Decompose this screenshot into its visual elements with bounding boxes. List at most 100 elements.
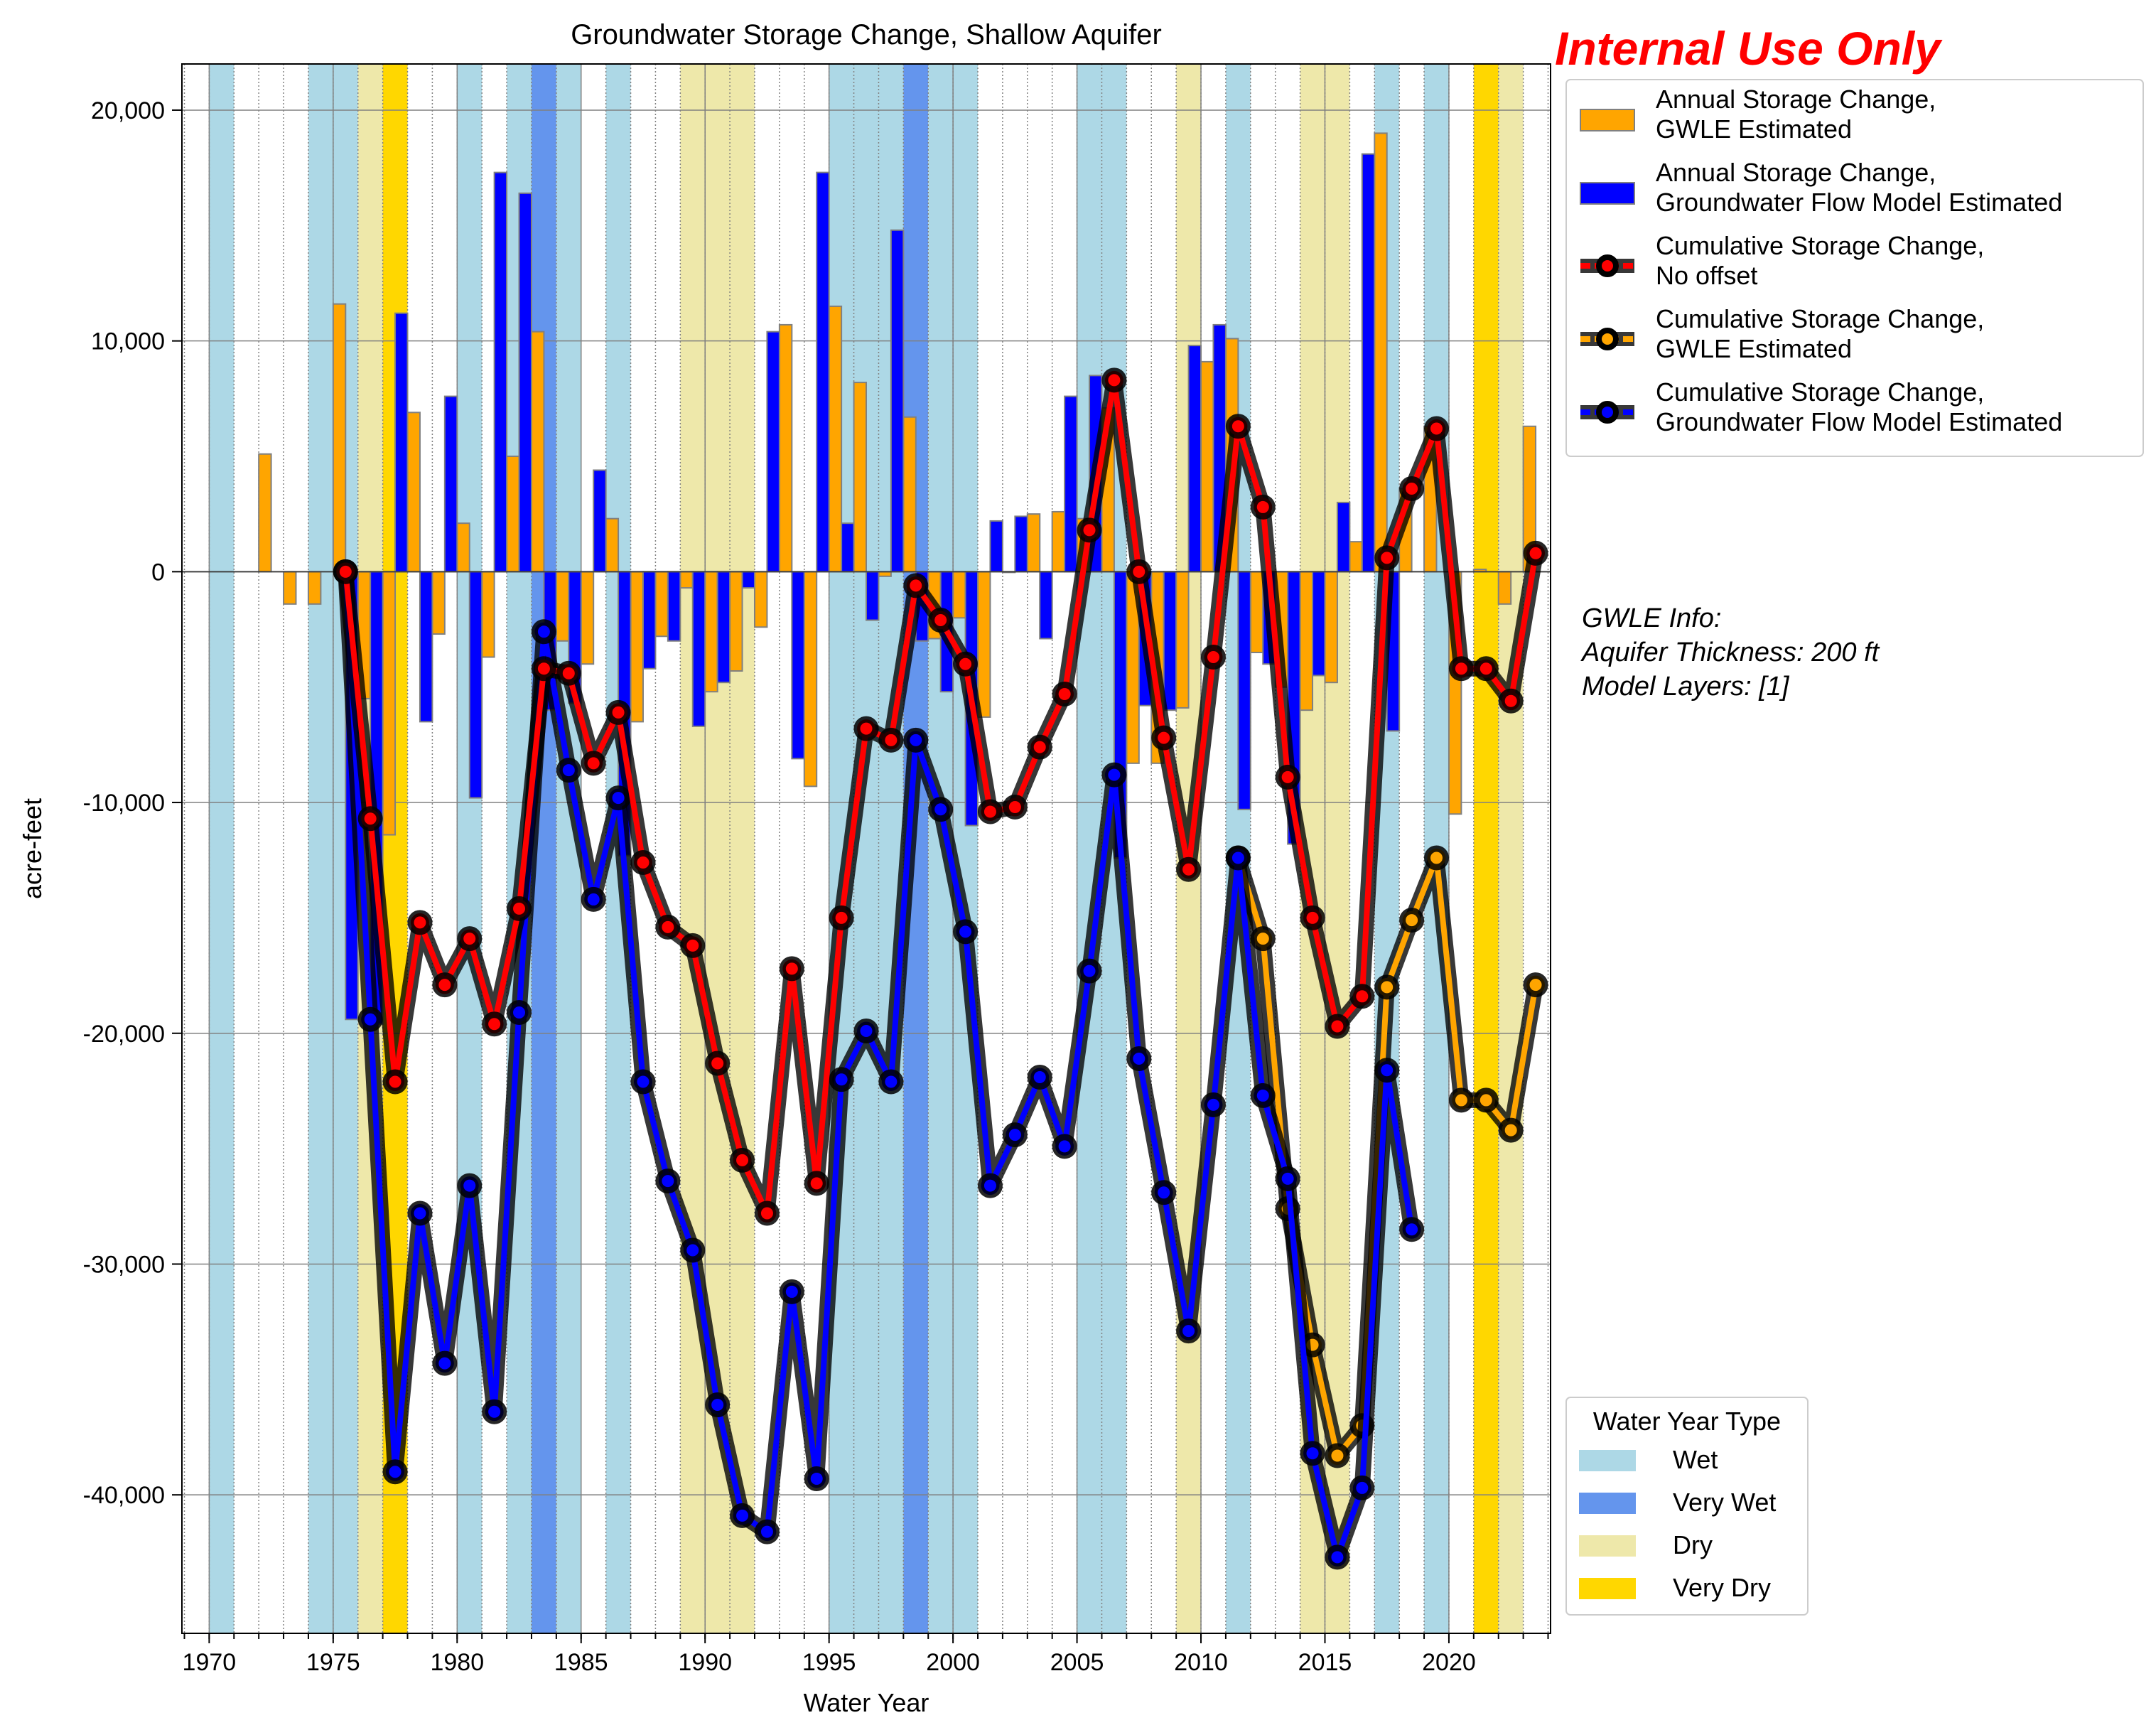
nooffset-point-1995 bbox=[829, 905, 854, 930]
x-tick-label-2020: 2020 bbox=[1422, 1649, 1476, 1676]
internal-use-watermark: Internal Use Only bbox=[1555, 22, 1941, 75]
y-tick-label-0: 0 bbox=[151, 559, 165, 586]
nooffset-point-1992 bbox=[754, 1200, 780, 1226]
nooffset-point-2007 bbox=[1126, 559, 1152, 584]
legend-label-model-cum: Cumulative Storage Change, Groundwater Fl… bbox=[1656, 377, 2062, 436]
gwle-bar-1977 bbox=[382, 571, 397, 836]
band-2015 bbox=[1325, 64, 1350, 1633]
cumulative-lines bbox=[333, 367, 1548, 1570]
model-cum-point-1990 bbox=[705, 1392, 731, 1418]
gwle-bar-2022 bbox=[1497, 571, 1512, 605]
legend-swatch-gwle-bar bbox=[1580, 109, 1635, 131]
band-1974 bbox=[308, 64, 333, 1633]
legend-label-dry: Dry bbox=[1673, 1530, 1713, 1559]
gwle-bar-1987 bbox=[630, 571, 644, 723]
gwle-info-layers: Model Layers: [1] bbox=[1582, 672, 1789, 702]
nooffset-point-2020 bbox=[1448, 656, 1474, 682]
nooffset-point-1976 bbox=[357, 806, 383, 832]
gwle-info-heading: GWLE Info: bbox=[1582, 603, 1722, 633]
nooffset-point-1990 bbox=[705, 1051, 731, 1076]
nooffset-point-2002 bbox=[1002, 795, 1028, 820]
nooffset-point-2014 bbox=[1300, 905, 1325, 930]
model-bar-2003 bbox=[1014, 515, 1028, 573]
gwle-bar-1988 bbox=[654, 571, 669, 638]
model-cum-point-2010 bbox=[1200, 1092, 1226, 1117]
nooffset-point-1991 bbox=[730, 1147, 755, 1173]
nooffset-point-1977 bbox=[382, 1069, 408, 1095]
nooffset-point-1993 bbox=[779, 956, 804, 982]
band-2022 bbox=[1498, 64, 1524, 1633]
gwle-bar-1990 bbox=[704, 571, 718, 693]
nooffset-point-1984 bbox=[556, 660, 581, 686]
gwle-bar-2010 bbox=[1200, 360, 1214, 573]
model-cum-point-2011 bbox=[1225, 845, 1251, 871]
gwle-bar-2014 bbox=[1299, 571, 1314, 711]
gwle-bar-1979 bbox=[431, 571, 446, 635]
band-1991 bbox=[730, 64, 755, 1633]
legend-swatch-model-bar bbox=[1580, 182, 1635, 205]
model-cum-point-2018 bbox=[1399, 1217, 1425, 1242]
model-cum-point-2016 bbox=[1349, 1475, 1375, 1500]
y-tick-label--30000: -30,000 bbox=[83, 1251, 165, 1278]
model-bar-2012 bbox=[1237, 571, 1251, 810]
model-bar-1992 bbox=[741, 571, 755, 589]
gwle-bar-1975 bbox=[332, 303, 347, 573]
model-bar-2010 bbox=[1187, 345, 1202, 573]
model-bar-1998 bbox=[890, 229, 905, 573]
legend-label-gwle-cum: Cumulative Storage Change, GWLE Estimated bbox=[1656, 304, 1984, 363]
model-cum-point-2004 bbox=[1052, 1134, 1077, 1159]
gwle-bar-1989 bbox=[679, 571, 694, 589]
model-bar-1986 bbox=[593, 469, 607, 573]
x-tick-label-1970: 1970 bbox=[183, 1649, 237, 1676]
legend-label-gwle-bar: Annual Storage Change, GWLE Estimated bbox=[1656, 85, 1936, 144]
x-tick-label-1980: 1980 bbox=[430, 1649, 484, 1676]
model-bar-1983 bbox=[518, 192, 532, 573]
nooffset-point-2012 bbox=[1250, 494, 1276, 520]
model-bar-2002 bbox=[989, 520, 1003, 573]
model-cum-point-1976 bbox=[357, 1006, 383, 1032]
model-bar-1995 bbox=[816, 171, 830, 573]
x-tick-label-1990: 1990 bbox=[678, 1649, 732, 1676]
legend-label-model-bar: Annual Storage Change, Groundwater Flow M… bbox=[1656, 158, 2062, 217]
x-tick-label-2000: 2000 bbox=[926, 1649, 980, 1676]
model-cum-point-2000 bbox=[953, 919, 979, 945]
gwle-bar-1991 bbox=[729, 571, 743, 672]
model-cum-point-2015 bbox=[1325, 1544, 1350, 1570]
water-year-legend-title: Water Year Type bbox=[1593, 1407, 1781, 1436]
chart-title: Groundwater Storage Change, Shallow Aqui… bbox=[571, 19, 1162, 50]
model-cum-point-2013 bbox=[1275, 1166, 1300, 1191]
x-tick-label-2010: 2010 bbox=[1174, 1649, 1228, 1676]
model-cum-point-1983 bbox=[531, 619, 556, 645]
gwle-bar-1994 bbox=[803, 571, 818, 788]
band-1970 bbox=[209, 64, 235, 1633]
nooffset-point-1985 bbox=[581, 751, 606, 776]
model-bar-1978 bbox=[394, 312, 409, 573]
legend-label-very-dry: Very Dry bbox=[1673, 1573, 1771, 1602]
gwle-bar-1978 bbox=[406, 412, 421, 573]
nooffset-point-2013 bbox=[1275, 764, 1300, 790]
model-cum-point-1982 bbox=[507, 1000, 532, 1026]
gwle-bar-1984 bbox=[555, 571, 570, 642]
model-cum-point-1997 bbox=[878, 1069, 904, 1095]
legend-label-wet: Wet bbox=[1673, 1445, 1718, 1474]
nooffset-point-1975 bbox=[333, 559, 358, 584]
nooffset-point-2003 bbox=[1027, 734, 1052, 760]
nooffset-point-2008 bbox=[1151, 725, 1177, 751]
gwle-cum-point-2023 bbox=[1523, 972, 1548, 998]
model-cum-line bbox=[343, 571, 1415, 1560]
model-bar-1993 bbox=[766, 331, 780, 573]
legend-swatch-very-wet bbox=[1579, 1493, 1636, 1514]
band-2021 bbox=[1473, 64, 1499, 1633]
nooffset-point-1981 bbox=[482, 1011, 507, 1037]
model-bar-2009 bbox=[1163, 571, 1177, 711]
legend-label-very-wet: Very Wet bbox=[1673, 1488, 1776, 1517]
model-cum-point-1979 bbox=[432, 1350, 458, 1376]
model-bar-1990 bbox=[691, 571, 706, 727]
model-cum-point-2017 bbox=[1374, 1058, 1400, 1083]
model-cum-point-1992 bbox=[754, 1519, 780, 1544]
model-bar-1989 bbox=[667, 571, 681, 642]
nooffset-point-1983 bbox=[531, 656, 556, 682]
nooffset-point-2000 bbox=[953, 651, 979, 677]
nooffset-point-1979 bbox=[432, 972, 458, 998]
gwle-cum-point-2021 bbox=[1473, 1087, 1499, 1113]
